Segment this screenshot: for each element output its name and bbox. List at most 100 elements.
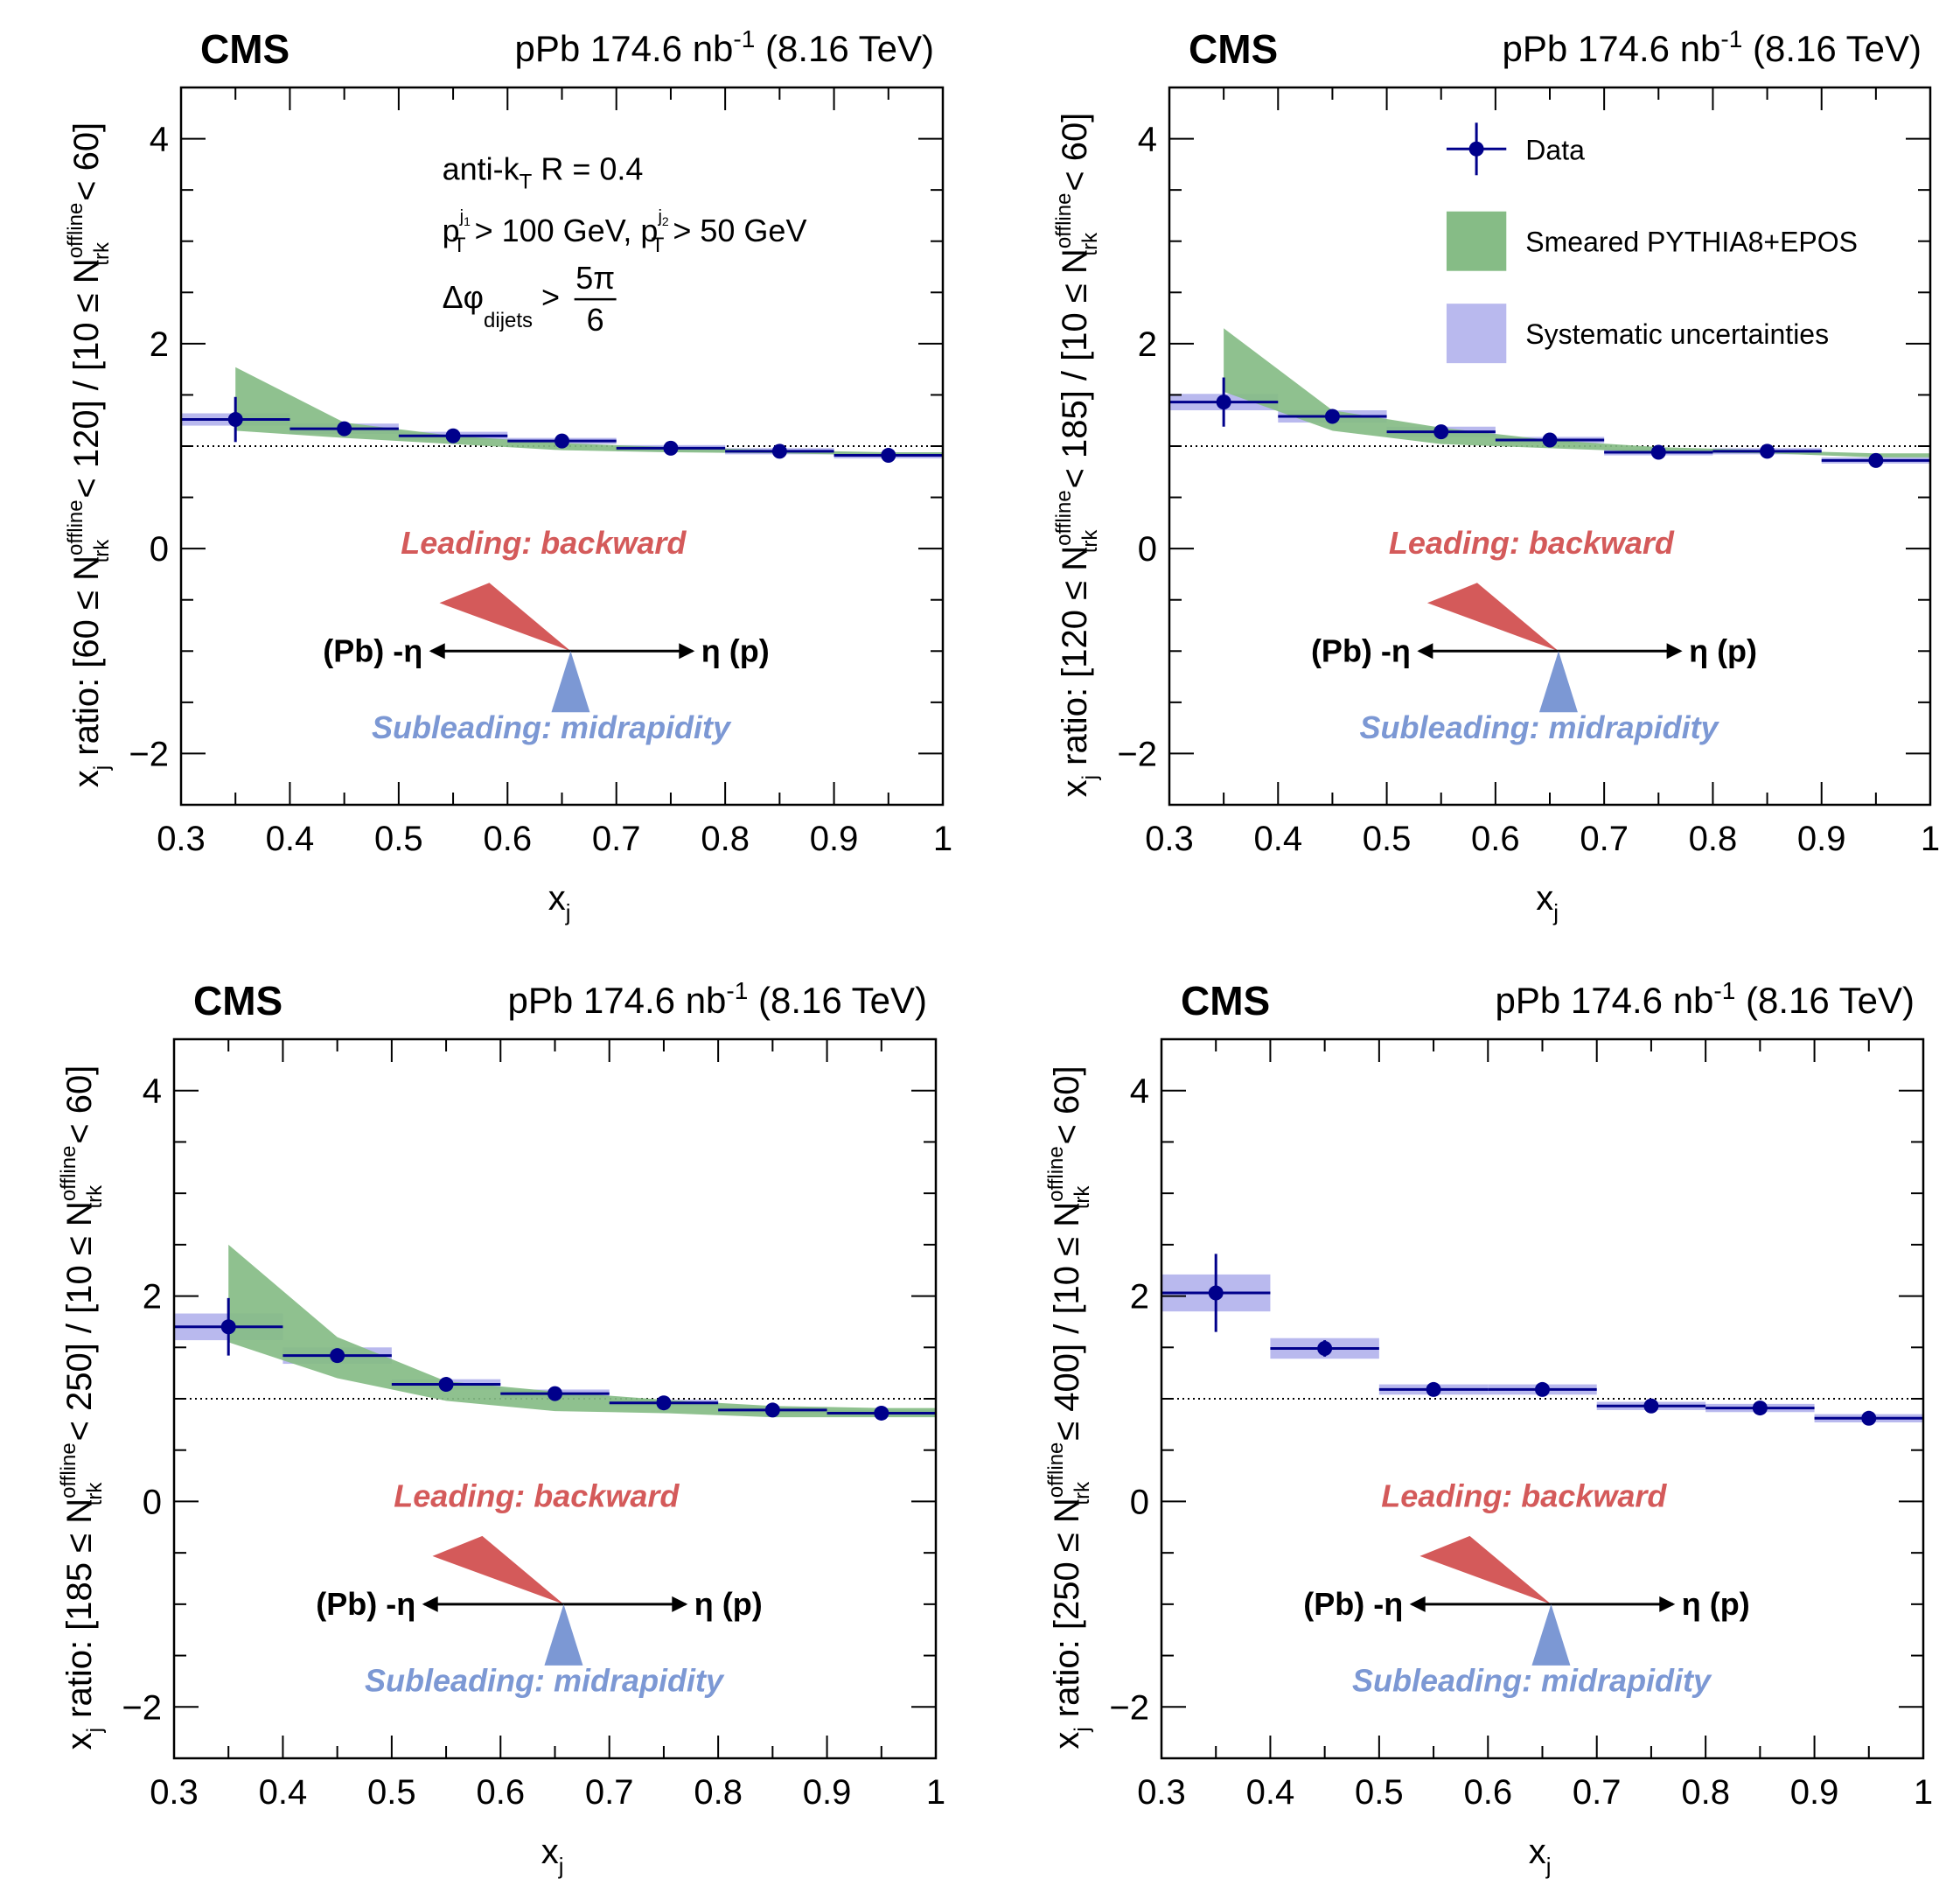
- pt-annotation: pj1 T > 100 GeV, pj2 T > 50 GeV: [443, 207, 807, 257]
- y-tick-label: −2: [122, 1688, 162, 1727]
- cms-label: CMS: [1189, 26, 1278, 72]
- pt-sub: T: [453, 234, 466, 257]
- data-point: [1317, 1340, 1333, 1356]
- cms-label: CMS: [193, 978, 282, 1023]
- y-title-sub: trk: [90, 539, 114, 563]
- y-title-sub: trk: [83, 1184, 107, 1209]
- x-axis-title-sub: j: [558, 1853, 564, 1879]
- lumi-text: pPb 174.6 nb: [515, 28, 734, 69]
- y-title-part: ratio: [250 ≤ N: [1048, 1498, 1086, 1727]
- legend-syst-label: Systematic uncertainties: [1525, 318, 1829, 350]
- x-tick-label: 0.8: [1689, 820, 1738, 858]
- lumi-sup: -1: [726, 977, 748, 1004]
- data-point: [1643, 1398, 1659, 1414]
- leading-label: Leading: backward: [1389, 525, 1675, 561]
- y-tick-label: 0: [1130, 1483, 1149, 1521]
- subleading-label: Subleading: midrapidity: [1352, 1663, 1712, 1699]
- lumi-label: pPb 174.6 nb-1 (8.16 TeV): [1503, 25, 1922, 69]
- y-title-part: < 60]: [1048, 1065, 1086, 1154]
- data-point: [1542, 432, 1558, 448]
- pt-sup: j: [459, 207, 464, 227]
- pt-sup-b: 1: [464, 214, 471, 228]
- x-tick-label: 0.7: [585, 1773, 634, 1812]
- data-point: [1208, 1285, 1224, 1301]
- lumi-text: pPb 174.6 nb: [1503, 28, 1721, 69]
- y-title-part: < 120] / [10 ≤ N: [67, 258, 106, 507]
- subleading-jet-icon: [544, 1603, 583, 1666]
- frac-numerator: 5π: [575, 260, 615, 296]
- x-tick-label: 1: [926, 1773, 945, 1812]
- left-eta-label: (Pb) -η: [316, 1586, 415, 1622]
- energy-text: (8.16 TeV): [1742, 28, 1922, 69]
- subleading-jet-icon: [1531, 1603, 1571, 1666]
- y-title-sup: offline: [1044, 1146, 1068, 1202]
- x-tick-label: 0.8: [694, 1773, 743, 1812]
- x-tick-label: 0.8: [701, 820, 750, 858]
- leading-jet-icon: [1426, 583, 1559, 652]
- pt-sup-b: 2: [662, 214, 669, 228]
- data-point: [1216, 395, 1231, 410]
- y-title-sub: j: [90, 765, 114, 771]
- lumi-sup: -1: [1713, 977, 1735, 1004]
- y-title-part: ratio: [60 ≤ N: [67, 555, 106, 765]
- lumi-sup: -1: [733, 25, 755, 52]
- x-tick-label: 0.7: [1573, 1773, 1622, 1812]
- model-band: [235, 367, 943, 456]
- y-title-part: x: [1056, 779, 1094, 797]
- x-axis-title-text: x: [548, 879, 566, 918]
- y-tick-label: 0: [143, 1483, 162, 1521]
- x-tick-label: 0.9: [1797, 820, 1846, 858]
- data-point: [1861, 1410, 1877, 1426]
- data-point: [764, 1402, 780, 1418]
- y-title-part: x: [67, 770, 106, 787]
- y-title-part: < 250] / [10 ≤ N: [60, 1201, 99, 1450]
- data-point: [330, 1348, 345, 1364]
- x-axis-title-sub: j: [565, 899, 571, 926]
- y-title-sub: trk: [1071, 1185, 1094, 1210]
- right-eta-label: η (p): [1682, 1586, 1750, 1622]
- legend-syst-swatch: [1446, 304, 1507, 364]
- arrow-left-icon: [429, 643, 445, 660]
- lumi-label: pPb 174.6 nb-1 (8.16 TeV): [1496, 977, 1915, 1021]
- legend-data-marker: [1468, 141, 1484, 157]
- x-tick-label: 0.8: [1681, 1773, 1730, 1812]
- y-tick-label: 0: [1138, 530, 1157, 569]
- x-tick-label: 0.6: [476, 1773, 525, 1812]
- data-point: [1433, 424, 1449, 440]
- panel-1: 0.3 0.4 0.5 0.6 0.7 0.8 0.9 1 −2 0 2 4 CMS pPb 174.6 …: [64, 25, 952, 926]
- legend-data-label: Data: [1525, 134, 1585, 165]
- arrow-left-icon: [1409, 1596, 1426, 1612]
- panel-4: 0.3 0.4 0.5 0.6 0.7 0.8 0.9 1 −2 0 2 4 CMS pPb 174.6 …: [1044, 977, 1933, 1879]
- leading-jet-icon: [1419, 1535, 1552, 1604]
- pt-rest: > 100 GeV, p: [466, 213, 659, 248]
- data-point: [771, 444, 787, 459]
- x-tick-label: 0.7: [592, 820, 641, 858]
- x-tick-label: 0.5: [1363, 820, 1412, 858]
- right-eta-label: η (p): [701, 632, 770, 668]
- x-tick-label: 0.5: [367, 1773, 416, 1812]
- y-tick-label: −2: [1117, 735, 1157, 773]
- lumi-label: pPb 174.6 nb-1 (8.16 TeV): [508, 977, 927, 1021]
- y-title-sup: offline: [1044, 1442, 1068, 1498]
- x-tick-label: 0.5: [374, 820, 423, 858]
- y-title-part: < 60]: [60, 1065, 99, 1154]
- y-title-part: < 60]: [67, 122, 106, 211]
- y-title-part: ≤ 400] / [10 ≤ N: [1048, 1202, 1086, 1450]
- arrow-right-icon: [679, 643, 695, 660]
- arrow-right-icon: [1666, 643, 1683, 660]
- x-axis-title: xj: [548, 879, 571, 926]
- x-tick-label: 1: [933, 820, 952, 858]
- y-tick-label: 4: [1130, 1072, 1149, 1111]
- y-title-sub: trk: [1071, 1481, 1094, 1505]
- panel-3: 0.3 0.4 0.5 0.6 0.7 0.8 0.9 1 −2 0 2 4 CMS pPb 174.6 …: [57, 977, 945, 1879]
- dphi-gt: >: [533, 279, 560, 315]
- energy-text: (8.16 TeV): [755, 28, 934, 69]
- data-point: [1752, 1401, 1768, 1416]
- x-axis-title-text: x: [1536, 879, 1553, 918]
- pt-sub: T: [652, 234, 665, 257]
- y-tick-label: 2: [143, 1278, 162, 1317]
- arrow-left-icon: [1417, 643, 1433, 660]
- y-title-part: ratio: [120 ≤ N: [1056, 546, 1094, 775]
- x-axis-title-text: x: [541, 1833, 559, 1871]
- y-title-sup: offline: [1052, 490, 1076, 546]
